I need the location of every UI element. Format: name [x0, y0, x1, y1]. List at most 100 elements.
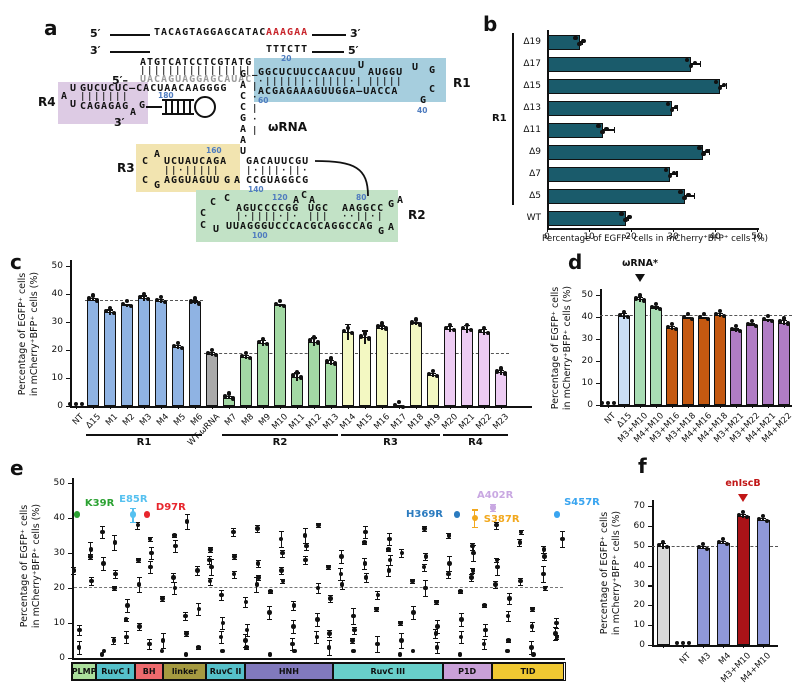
panel-d-y-axis-title: Percentage of EGFP⁺ cells in mCherry⁺BFP… — [550, 273, 576, 423]
data-point — [315, 340, 321, 345]
annotation-text: enIscB — [725, 478, 761, 489]
error-cap — [136, 592, 142, 594]
seq-text-62: GACAUUCGU — [246, 156, 310, 167]
error-cap — [208, 559, 214, 561]
scatter-point — [529, 624, 535, 629]
error-cap — [422, 580, 428, 582]
data-point — [128, 304, 134, 309]
x-tick — [484, 406, 486, 409]
x-tick — [331, 406, 333, 409]
data-point — [256, 339, 262, 345]
bar-M10 — [274, 305, 286, 406]
error-cap — [540, 566, 546, 568]
data-point — [94, 298, 100, 303]
data-point — [290, 373, 296, 378]
error-cap — [351, 633, 357, 635]
x-tick — [416, 406, 418, 409]
error-cap — [495, 574, 501, 576]
domain-segment-PLMP: PLMP — [72, 663, 97, 680]
panel-d-letter: d — [568, 250, 583, 274]
data-point — [307, 338, 313, 343]
error-cap — [89, 584, 95, 586]
error-cap — [207, 584, 213, 586]
seq-text-2: AAAGAA — [266, 27, 309, 38]
error-cap — [362, 569, 368, 571]
scatter-point — [279, 550, 285, 556]
scatter-point — [542, 554, 547, 559]
highlight-label-S387R: S387R — [483, 514, 520, 525]
data-point — [239, 353, 245, 359]
data-point — [179, 346, 185, 351]
seq-text-51: 160 — [206, 146, 222, 155]
x-axis — [652, 645, 778, 647]
error-cap — [421, 563, 427, 565]
category-label-Δ5: Δ5 — [529, 191, 541, 201]
error-cap — [279, 574, 285, 576]
scatter-point — [302, 533, 308, 538]
x-tick — [715, 228, 717, 232]
dashed-reference-line — [600, 314, 792, 316]
scatter-point — [362, 540, 367, 545]
x-tick — [763, 645, 765, 648]
data-point — [720, 536, 726, 541]
error-cap — [781, 320, 787, 322]
error-bar — [722, 541, 724, 545]
data-point — [171, 344, 177, 349]
y-tick — [596, 361, 600, 363]
seq-text-78: |·||||·|· — [236, 212, 299, 222]
bar-M3+M16 — [666, 328, 678, 405]
error-cap — [749, 323, 755, 325]
error-cap — [541, 545, 547, 547]
seq-text-67: C — [224, 193, 232, 204]
bar-M15 — [359, 337, 371, 406]
error-cap — [505, 611, 511, 613]
error-cap — [435, 620, 441, 622]
data-point — [600, 129, 605, 135]
highlight-error-cap — [471, 509, 478, 511]
y-tick — [648, 605, 652, 607]
seq-text-0: 5′ — [90, 27, 101, 40]
data-point — [298, 375, 304, 380]
seq-text-58: AGGUAGUU — [164, 175, 221, 186]
error-cap — [517, 546, 523, 548]
scatter-point — [482, 627, 488, 633]
data-point — [627, 214, 632, 220]
data-point — [596, 123, 601, 129]
error-cap — [290, 632, 296, 634]
x-tick — [229, 406, 231, 409]
panel-c-y-axis-title-line2: in mCherry⁺BFP⁺ cells (%) — [29, 271, 41, 397]
error-cap — [291, 610, 297, 612]
data-point — [777, 319, 783, 324]
error-cap — [398, 625, 404, 627]
data-point — [158, 294, 164, 300]
scatter-point — [399, 550, 405, 556]
error-cap — [740, 513, 746, 516]
scatter-point — [315, 585, 321, 591]
scatter-point — [316, 522, 321, 528]
error-cap — [172, 552, 178, 554]
x-tick — [768, 405, 770, 408]
y-tick — [66, 266, 70, 268]
error-bar — [330, 359, 332, 366]
seq-text-33: 180 — [158, 91, 174, 100]
y-tick-label: 30 — [51, 317, 63, 327]
bar-M3+M10 — [736, 515, 750, 645]
data-point — [664, 544, 670, 549]
y-tick — [648, 545, 652, 547]
data-point — [392, 402, 398, 408]
error-cap — [303, 563, 309, 565]
scatter-point — [554, 634, 560, 640]
error-bar — [703, 316, 705, 320]
scatter-point — [469, 575, 475, 580]
error-bar — [279, 303, 281, 307]
group-label: R1 — [492, 113, 507, 124]
scatter-point — [530, 606, 536, 612]
error-cap — [540, 581, 546, 583]
error-bar — [109, 309, 111, 315]
data-point — [341, 328, 347, 333]
scatter-point — [147, 641, 152, 647]
bar-M3+M22 — [746, 324, 758, 405]
error-cap — [374, 611, 380, 613]
data-point — [396, 399, 402, 405]
